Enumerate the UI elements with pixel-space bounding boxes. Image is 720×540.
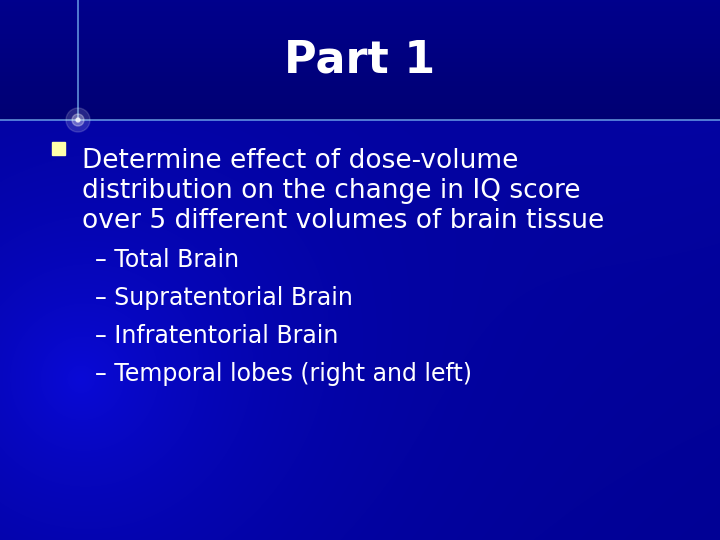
- Text: – Total Brain: – Total Brain: [95, 248, 239, 272]
- Circle shape: [76, 118, 80, 122]
- Text: – Infratentorial Brain: – Infratentorial Brain: [95, 324, 338, 348]
- Text: – Supratentorial Brain: – Supratentorial Brain: [95, 286, 353, 310]
- Text: Part 1: Part 1: [284, 38, 436, 82]
- Text: distribution on the change in IQ score: distribution on the change in IQ score: [82, 178, 580, 204]
- Bar: [52, 142, 65, 155]
- Circle shape: [66, 108, 90, 132]
- Text: Determine effect of dose-volume: Determine effect of dose-volume: [82, 148, 518, 174]
- Text: – Temporal lobes (right and left): – Temporal lobes (right and left): [95, 362, 472, 386]
- Text: over 5 different volumes of brain tissue: over 5 different volumes of brain tissue: [82, 208, 604, 234]
- Circle shape: [72, 114, 84, 126]
